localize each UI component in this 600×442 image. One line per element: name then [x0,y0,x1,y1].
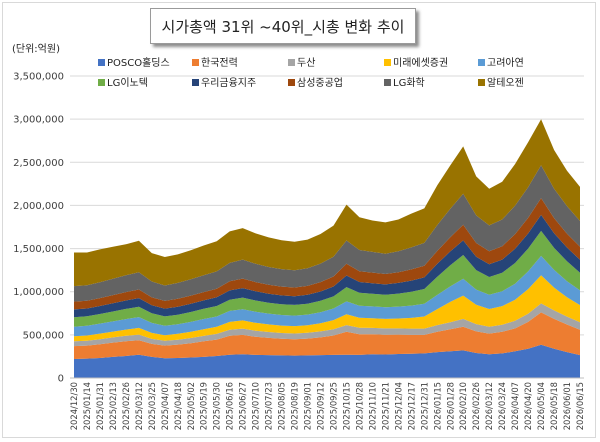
series-area-2 [74,312,580,359]
x-tick-label: 2025/09/25 [328,382,338,430]
y-tick-label: 2,500,000 [13,158,64,169]
x-tick-label: 2026/03/12 [484,382,494,430]
x-tick-label: 2026/02/26 [471,382,481,430]
series-area-4 [74,275,580,342]
series-area-1 [74,344,580,378]
series-area-3 [74,303,580,347]
x-tick-label: 2026/01/28 [445,382,455,430]
series-area-10 [74,119,580,287]
x-tick-label: 2025/02/26 [121,382,131,430]
legend-label: 미래에셋증권 [393,57,448,69]
series-areas [74,119,580,378]
x-tick-label: 2025/10/28 [354,382,364,430]
x-tick-label: 2025/05/30 [212,382,222,430]
x-tick-label: 2025/08/05 [277,382,287,430]
series-area-6 [74,230,580,327]
legend-swatch [478,79,485,86]
x-tick-label: 2025/12/04 [393,382,403,430]
y-tick-label: 2,000,000 [13,201,64,212]
legend-swatch [192,59,199,66]
chart-title-text: 시가총액 31위 ~40위_시총 변화 추이 [161,17,405,36]
x-tick-label: 2025/03/12 [134,382,144,430]
chart-title: 시가총액 31위 ~40위_시총 변화 추이 [150,8,416,44]
x-tick-label: 2026/05/18 [549,382,559,430]
x-tick-label: 2026/06/15 [575,382,585,430]
series-area-7 [74,214,580,318]
x-tick-label: 2026/03/24 [497,382,507,430]
x-tick-label: 2025/03/25 [147,382,157,430]
x-tick-label: 2025/09/12 [316,382,326,430]
y-tick-label: 3,000,000 [13,115,64,126]
y-tick-label: 3,500,000 [13,72,64,83]
x-axis: 2024/12/30 2025/01/14 2025/01/31 2025/02/13… [69,382,585,430]
x-tick-label: 2025/06/27 [238,382,248,430]
x-tick-label: 2025/05/19 [199,382,209,430]
legend-swatch [98,79,105,86]
y-tick-label: 1,000,000 [13,287,64,298]
x-tick-label: 2025/07/23 [264,382,274,430]
legend-swatch [384,59,391,66]
legend-label: 삼성중공업 [297,76,343,89]
x-tick-label: 2026/02/10 [458,382,468,430]
x-tick-label: 2025/12/31 [419,382,429,430]
legend-label: POSCO홀딩스 [107,56,170,69]
x-tick-label: 2025/12/17 [406,382,416,430]
x-tick-label: 2026/06/01 [562,382,572,430]
x-tick-label: 2025/04/07 [160,382,170,430]
y-tick-label: 1,500,000 [13,244,64,255]
x-tick-label: 2025/07/10 [251,382,261,430]
legend-label: 두산 [297,57,315,69]
legend-swatch [192,79,199,86]
legend-swatch [478,59,485,66]
x-tick-label: 2025/05/02 [186,382,196,430]
legend-swatch [384,79,391,86]
x-tick-label: 2025/09/01 [303,382,313,430]
x-tick-label: 2025/11/10 [367,382,377,430]
legend-swatch [288,59,295,66]
series-area-5 [74,255,580,337]
unit-label: (단위:억원) [12,44,60,55]
legend: POSCO홀딩스 한국전력 두산 미래에셋증권 고려아연 LG이노텍 우리금융지주 삼성중공업… [98,56,524,89]
x-tick-label: 2025/10/15 [341,382,351,430]
x-tick-label: 2025/08/19 [290,382,300,430]
x-tick-label: 2026/04/07 [510,382,520,430]
legend-label: LG화학 [393,77,425,89]
x-tick-label: 2025/06/16 [225,382,235,430]
legend-label: LG이노텍 [107,77,148,89]
x-tick-label: 2025/01/31 [95,382,105,430]
x-tick-label: 2026/04/20 [523,382,533,430]
series-area-9 [74,165,580,302]
x-tick-label: 2025/02/13 [108,382,118,430]
x-tick-label: 2024/12/30 [69,382,79,430]
legend-label: 우리금융지주 [201,77,256,89]
legend-label: 한국전력 [201,57,238,69]
legend-swatch [98,59,105,66]
y-axis: 0 500,000 1,000,000 1,500,000 2,000,000 2,500… [13,72,584,385]
x-tick-label: 2025/11/21 [380,382,390,430]
legend-swatch [288,79,295,86]
legend-label: 알테오젠 [487,77,524,89]
legend-label: 고려아연 [487,57,524,69]
y-tick-label: 500,000 [23,330,64,341]
x-tick-label: 2025/01/14 [82,382,92,430]
y-tick-label: 0 [58,374,64,385]
series-area-8 [74,198,580,310]
x-tick-label: 2025/04/18 [173,382,183,430]
x-tick-label: 2026/01/15 [432,382,442,430]
x-tick-label: 2026/05/04 [536,382,546,430]
